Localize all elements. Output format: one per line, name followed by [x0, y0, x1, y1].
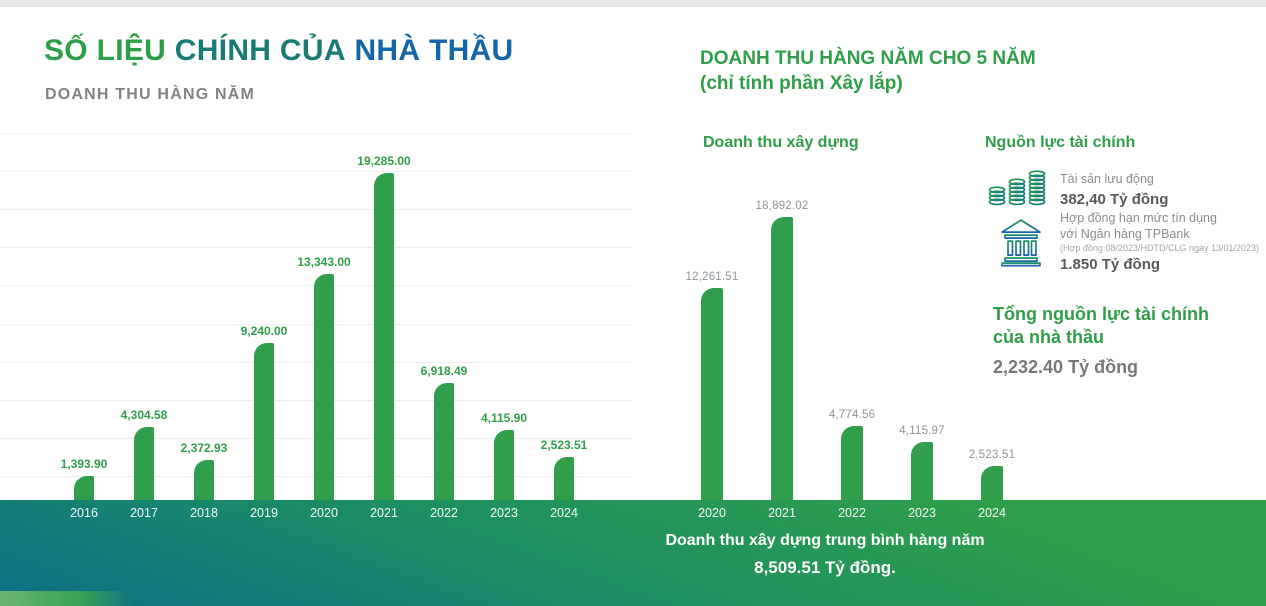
bar-column-2018: 2,372.93 — [174, 140, 234, 500]
bar-2017 — [134, 427, 154, 500]
axis-year-label-2021: 2021 — [370, 506, 398, 520]
axis-year-label-2023: 2023 — [908, 506, 936, 520]
bar-2019 — [254, 343, 274, 500]
bar-column-2022: 6,918.49 — [414, 140, 474, 500]
bar-column-2021: 18,892.02 — [747, 180, 817, 500]
credit-line-row: Hợp đồng hạn mức tín dụng với Ngân hàng … — [1000, 211, 1259, 273]
bar-value-label-2020: 12,261.51 — [685, 271, 739, 283]
bar-value-label-2016: 1,393.90 — [60, 457, 108, 472]
bar-column-2020: 13,343.00 — [294, 140, 354, 500]
bar-value-label-2017: 4,304.58 — [120, 408, 168, 423]
bar-value-label-2019: 9,240.00 — [240, 324, 288, 339]
credit-line-value: 1.850 Tỷ đồng — [1060, 256, 1161, 274]
page-title-part-teal: CHÍNH CỦA — [174, 34, 346, 67]
page-subtitle: DOANH THU HÀNG NĂM — [45, 86, 256, 103]
bar-column-2020: 12,261.51 — [677, 180, 747, 500]
coins-icon — [988, 170, 1046, 206]
gridline — [0, 171, 632, 173]
credit-line-text: Hợp đồng hạn mức tín dụng với Ngân hàng … — [1060, 211, 1259, 273]
axis-year-label-2020: 2020 — [698, 506, 726, 520]
credit-line-label: Hợp đồng hạn mức tín dụng với Ngân hàng … — [1060, 211, 1259, 242]
bar-2020 — [314, 273, 334, 500]
gridline — [0, 209, 632, 211]
gridline — [0, 133, 632, 134]
bar-value-label-2023: 4,115.97 — [899, 425, 945, 437]
total-resources-value: 2,232.40 Tỷ đồng — [993, 357, 1139, 377]
bottom-banner: 2016 2017 2018 2019 2020 2021 2022 2023 2024 202… — [0, 500, 1266, 606]
bar-column-2017: 4,304.58 — [114, 140, 174, 500]
bar-value-label-2021: 18,892.02 — [755, 200, 809, 212]
left-chart-year-axis: 2016 2017 2018 2019 2020 2021 2022 2023 2024 — [54, 506, 594, 520]
bar-2022 — [434, 382, 454, 500]
bar-2024 — [554, 457, 574, 500]
corner-accent-shape — [0, 591, 132, 606]
average-revenue-label: Doanh thu xây dựng trung bình hàng năm — [665, 532, 985, 549]
bar-value-label-2022: 6,918.49 — [420, 363, 468, 378]
bar-2021 — [771, 217, 793, 500]
construction-revenue-chart: 12,261.51 18,892.02 4,774.56 4,115.97 2,523.… — [677, 180, 1027, 500]
axis-year-label-2022: 2022 — [430, 506, 458, 520]
bar-value-label-2023: 4,115.90 — [480, 411, 528, 426]
bar-2020 — [701, 288, 723, 500]
current-assets-value: 382,40 Tỷ đồng — [1060, 190, 1169, 208]
right-panel-title: DOANH THU HÀNG NĂM CHO 5 NĂM (chỉ tính p… — [700, 46, 1036, 96]
axis-year-label-2021: 2021 — [768, 506, 796, 520]
bar-2022 — [841, 426, 863, 500]
bar-value-label-2021: 19,285.00 — [357, 154, 411, 168]
credit-contract-note: (Hợp đồng 08/2023/HDTD/CLG ngày 13/01/20… — [1060, 243, 1260, 254]
gridline — [0, 247, 632, 249]
page-title-part-green: SỐ LIỆU — [44, 34, 167, 67]
total-heading-line1: Tổng nguồn lực tài chính — [993, 304, 1210, 324]
axis-year-label-2019: 2019 — [250, 506, 278, 520]
bar-column-2019: 9,240.00 — [234, 140, 294, 500]
page-title: SỐ LIỆU CHÍNH CỦA NHÀ THẦU — [44, 34, 514, 68]
bar-column-2022: 4,774.56 — [817, 180, 887, 500]
bar-column-2023: 4,115.90 — [474, 140, 534, 500]
bar-2023 — [494, 430, 514, 500]
bar-2023 — [911, 442, 933, 500]
axis-year-label-2018: 2018 — [190, 506, 218, 520]
axis-year-label-2020: 2020 — [310, 506, 338, 520]
axis-year-label-2024: 2024 — [550, 506, 578, 520]
axis-year-label-2024: 2024 — [978, 506, 1006, 520]
current-assets-label: Tài sản lưu động — [1060, 172, 1154, 186]
bar-column-2024: 2,523.51 — [534, 140, 594, 500]
right-title-line2: (chỉ tính phần Xây lắp) — [700, 73, 903, 95]
bar-value-label-2018: 2,372.93 — [180, 440, 228, 455]
current-assets-row: Tài sản lưu động 382,40 Tỷ đồng — [988, 168, 1168, 208]
annual-revenue-chart: 1,393.90 4,304.58 2,372.93 9,240.00 13,343.0… — [54, 140, 594, 500]
bar-column-2016: 1,393.90 — [54, 140, 114, 500]
total-heading-line2: của nhà thầu — [993, 327, 1105, 348]
bar-value-label-2024: 2,523.51 — [540, 438, 588, 453]
credit-label-line2: với Ngân hàng TPBank — [1060, 226, 1190, 241]
bar-2016 — [74, 476, 94, 500]
top-edge-strip — [0, 0, 1266, 7]
bar-column-2021: 19,285.00 — [354, 140, 414, 500]
total-resources-heading: Tổng nguồn lực tài chính của nhà thầu — [993, 303, 1209, 350]
bank-icon — [1001, 219, 1041, 267]
page-title-part-blue: NHÀ THẦU — [354, 34, 514, 67]
axis-year-label-2016: 2016 — [70, 506, 98, 520]
axis-year-label-2017: 2017 — [130, 506, 158, 520]
right-chart-year-axis: 2020 2021 2022 2023 2024 — [677, 506, 1027, 520]
bar-column-2023: 4,115.97 — [887, 180, 957, 500]
credit-label-line1: Hợp đồng hạn mức tín dụng — [1060, 211, 1217, 225]
bar-2021 — [374, 173, 394, 500]
financial-resources-heading: Nguồn lực tài chính — [985, 134, 1136, 151]
current-assets-text: Tài sản lưu động 382,40 Tỷ đồng — [1060, 168, 1168, 208]
bar-value-label-2022: 4,774.56 — [828, 409, 876, 421]
bar-value-label-2020: 13,343.00 — [297, 254, 351, 269]
average-revenue-block: Doanh thu xây dựng trung bình hàng năm 8… — [610, 532, 1040, 578]
bar-column-2024: 2,523.51 — [957, 180, 1027, 500]
axis-year-label-2023: 2023 — [490, 506, 518, 520]
right-title-line1: DOANH THU HÀNG NĂM CHO 5 NĂM — [700, 48, 1036, 69]
construction-revenue-heading: Doanh thu xây dựng — [703, 134, 859, 151]
average-revenue-value: 8,509.51 Tỷ đồng. — [754, 558, 896, 577]
bar-2018 — [194, 459, 214, 500]
bar-2024 — [981, 466, 1003, 500]
axis-year-label-2022: 2022 — [838, 506, 866, 520]
bar-value-label-2024: 2,523.51 — [968, 449, 1016, 461]
